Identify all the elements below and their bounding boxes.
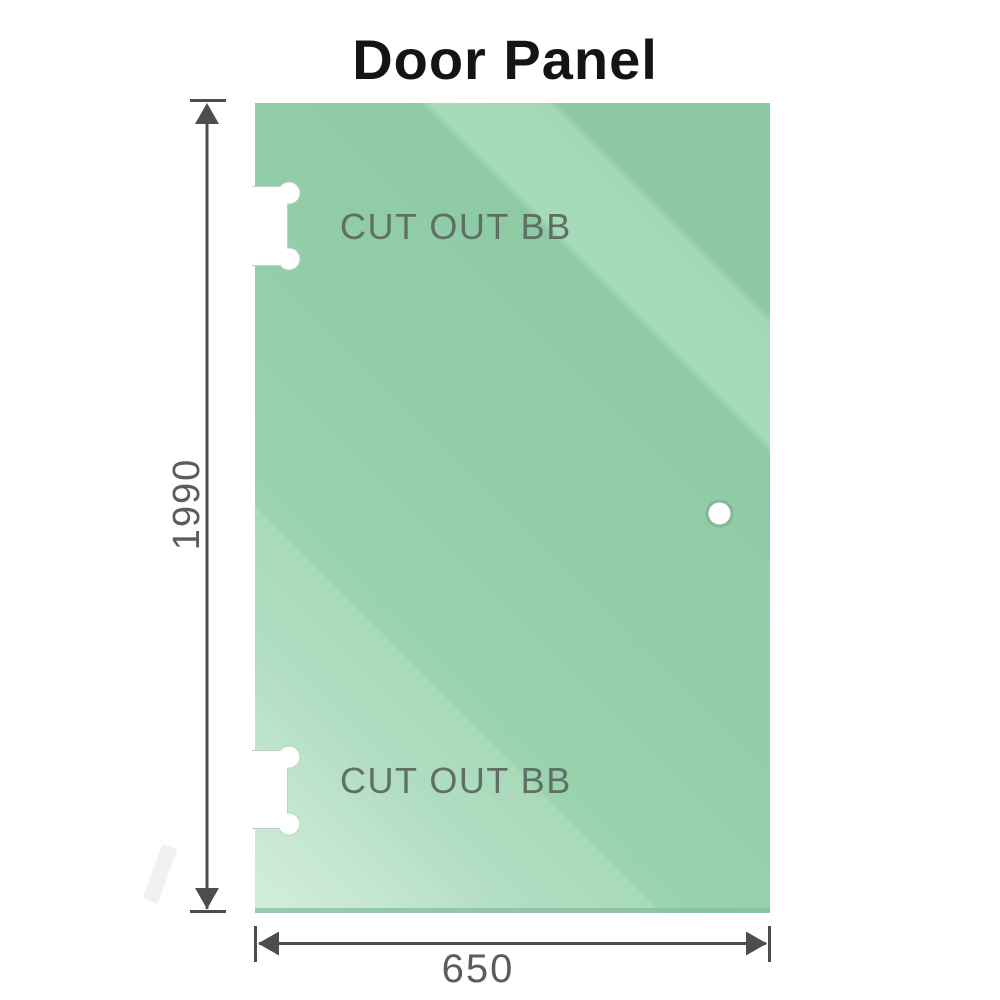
top-cutout xyxy=(228,175,301,279)
height-dimension xyxy=(190,99,226,913)
height-arrow-up-icon xyxy=(195,103,219,124)
top-cutout-opening xyxy=(228,175,252,279)
glass-panel-bottom-edge xyxy=(255,908,770,913)
bottom-cutout-label: CUT OUT BB xyxy=(340,760,572,801)
glass-panel xyxy=(255,103,770,913)
width-dimension-value: 650 xyxy=(442,947,515,991)
background-smudge xyxy=(142,844,178,904)
handle-hole xyxy=(705,499,734,528)
bottom-cutout xyxy=(228,739,301,841)
width-dimension xyxy=(254,926,771,962)
top-cutout-label: CUT OUT BB xyxy=(340,206,572,247)
width-arrow-right-icon xyxy=(746,931,767,956)
diagram-title: Door Panel xyxy=(352,28,658,91)
height-arrow-down-icon xyxy=(195,888,219,909)
bottom-cutout-opening xyxy=(228,739,252,841)
width-arrow-left-icon xyxy=(258,931,279,956)
height-dimension-value: 1990 xyxy=(166,458,208,551)
glass-panel-body xyxy=(255,103,770,913)
